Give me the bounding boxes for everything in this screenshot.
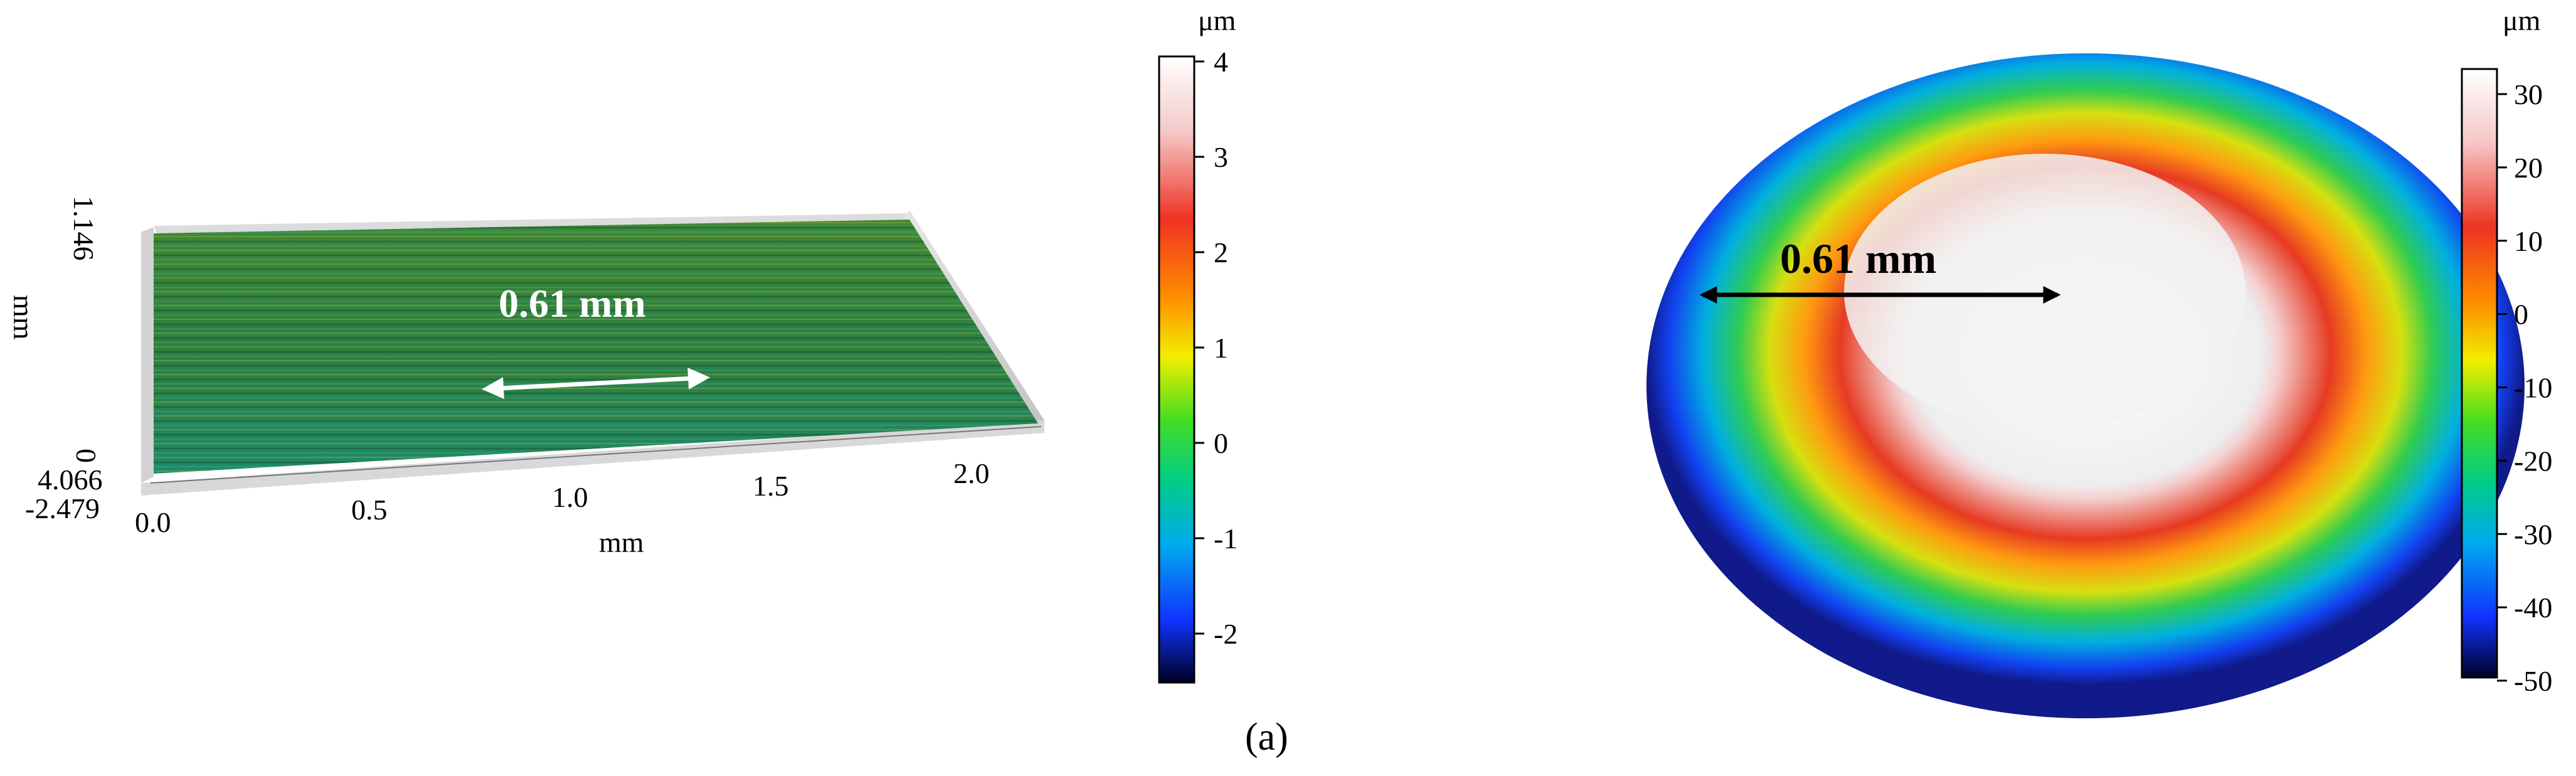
left-colorbar-tick-label-1: 3 bbox=[1214, 141, 1228, 173]
left-colorbar-tick-label-4: 0 bbox=[1214, 427, 1228, 459]
z-tick-max: 4.066 bbox=[38, 464, 103, 496]
left-colorbar-tick-label-3: 1 bbox=[1214, 332, 1228, 364]
left-wall bbox=[141, 227, 154, 483]
left-colorbar-tick-label-6: -2 bbox=[1214, 618, 1238, 650]
x-tick-2: 1.0 bbox=[552, 481, 588, 513]
left-colorbar-bar bbox=[1158, 55, 1195, 684]
right-colorbar-unit: μm bbox=[2503, 4, 2541, 36]
y-tick-top: 1.146 bbox=[68, 196, 100, 261]
left-colorbar-tick-label-2: 2 bbox=[1214, 237, 1228, 268]
right-colorbar-tick-label-6: -30 bbox=[2514, 518, 2552, 550]
left-measure-arrow bbox=[482, 367, 710, 400]
x-tick-1: 0.5 bbox=[351, 494, 388, 526]
x-tick-4: 2.0 bbox=[953, 457, 990, 489]
right-dish-plot: 0.61 mm bbox=[1646, 53, 2525, 718]
right-measure-label: 0.61 mm bbox=[1780, 235, 1936, 282]
x-tick-3: 1.5 bbox=[753, 470, 789, 502]
surface-texture bbox=[154, 220, 1038, 474]
right-colorbar-tick-label-5: -20 bbox=[2514, 445, 2552, 477]
right-colorbar-tick-label-7: -40 bbox=[2514, 592, 2552, 624]
right-wall bbox=[903, 210, 1044, 427]
back-wall bbox=[154, 213, 913, 233]
left-colorbar-tick-label-5: -1 bbox=[1214, 523, 1238, 555]
left-measure-label: 0.61 mm bbox=[499, 281, 646, 326]
figure-label: (a) bbox=[1245, 716, 1288, 758]
dish-flat-bottom bbox=[1844, 154, 2245, 430]
right-colorbar-tick-label-0: 30 bbox=[2514, 78, 2543, 110]
left-axes: 0.0 0.5 1.0 1.5 2.0 mm 1.146 mm 0 4.066 … bbox=[8, 196, 1042, 558]
left-colorbar-tick-label-0: 4 bbox=[1214, 46, 1228, 78]
right-colorbar-tick-label-8: -50 bbox=[2514, 665, 2552, 697]
right-colorbar-tick-label-1: 20 bbox=[2514, 152, 2543, 184]
z-tick-min: -2.479 bbox=[25, 492, 100, 524]
x-tick-0: 0.0 bbox=[135, 506, 171, 538]
left-colorbar: μm 4 3 2 1 0 -1 -2 bbox=[1158, 4, 1238, 684]
base-strip bbox=[141, 420, 1044, 496]
right-colorbar-tick-label-2: 10 bbox=[2514, 225, 2543, 257]
x-axis-title: mm bbox=[599, 526, 644, 558]
y-axis-title: mm bbox=[8, 295, 40, 340]
right-colorbar-bar bbox=[2461, 68, 2498, 679]
left-surface-plot: 0.61 mm bbox=[141, 210, 1044, 496]
y-tick-bottom: 0 bbox=[70, 449, 102, 463]
right-colorbar-tick-label-3: 0 bbox=[2514, 299, 2528, 331]
left-colorbar-unit: μm bbox=[1198, 4, 1236, 36]
right-colorbar: μm 30 20 10 0 -10 -20 -30 -40 -50 bbox=[2461, 4, 2552, 697]
right-colorbar-tick-label-4: -10 bbox=[2514, 372, 2552, 404]
